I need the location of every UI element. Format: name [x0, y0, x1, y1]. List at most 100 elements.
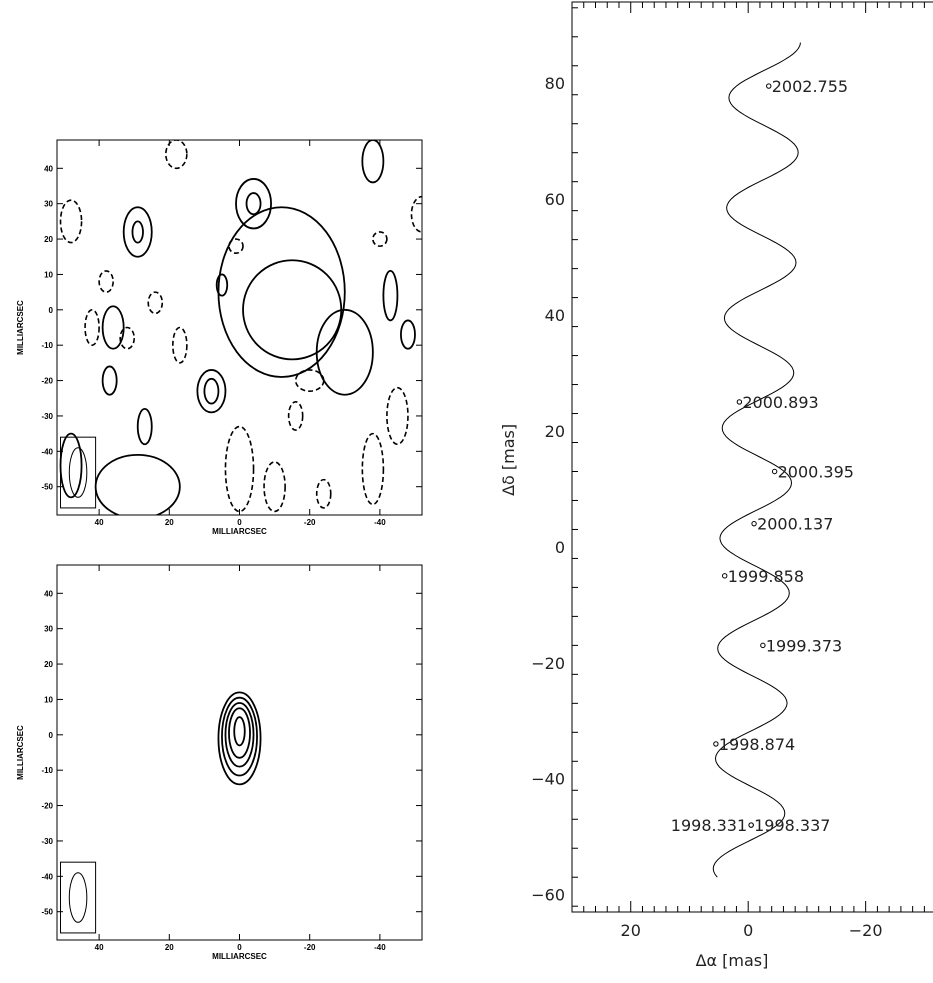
- x-axis-label: MILLIARCSEC: [212, 527, 267, 536]
- x-tick-label: 40: [95, 518, 104, 527]
- y-tick-label: 40: [545, 306, 565, 325]
- positive-contour: [382, 269, 399, 322]
- y-tick-label: 60: [545, 190, 565, 209]
- negative-contour: [165, 140, 188, 170]
- positive-contour: [136, 407, 153, 446]
- y-tick-label: 0: [555, 538, 565, 557]
- y-tick-label: −60: [531, 886, 565, 905]
- y-tick-label: 20: [545, 422, 565, 441]
- x-tick-label: 20: [621, 921, 641, 940]
- x-axis-label: Δα [mas]: [696, 951, 769, 970]
- epoch-label: 2002.755: [772, 77, 848, 96]
- y-tick-label: -10: [41, 766, 53, 775]
- negative-contour: [294, 369, 325, 392]
- positive-contour: [131, 220, 144, 244]
- x-axis-label: MILLIARCSEC: [212, 952, 267, 961]
- x-tick-label: 0: [237, 518, 242, 527]
- y-tick-label: -50: [41, 908, 53, 917]
- y-tick-label: -30: [41, 837, 53, 846]
- positive-contour: [233, 716, 246, 747]
- negative-contour: [84, 309, 100, 346]
- y-tick-label: −20: [531, 654, 565, 673]
- plot-frame: [571, 1, 933, 913]
- positive-contour: [217, 206, 346, 378]
- contour-map-noise-panel: 40 20 0 -20 -40 40 30 20 10 0 -10 -20 -30 -40 -50 MILLI…: [16, 139, 423, 536]
- epoch-label: 1998.874: [719, 735, 795, 754]
- positive-contour: [101, 365, 118, 396]
- positive-contour: [315, 308, 374, 396]
- positive-contour: [203, 377, 220, 405]
- epoch-point: [736, 399, 743, 405]
- x-tick-label: -40: [374, 518, 386, 527]
- beam-box: [60, 861, 97, 934]
- negative-contour: [315, 478, 332, 509]
- positive-contour: [400, 319, 416, 350]
- negative-contour: [386, 386, 409, 446]
- negative-contour: [98, 270, 114, 293]
- negative-contour: [287, 400, 304, 431]
- epoch-label: 1999.858: [728, 567, 804, 586]
- y-tick-label: 30: [44, 625, 53, 634]
- y-axis-label: MILLIARCSEC: [16, 725, 25, 780]
- epoch-label: 1998.337: [754, 816, 830, 835]
- epoch-label: 2000.137: [757, 515, 833, 534]
- motion-track: [712, 42, 801, 878]
- y-tick-label: -20: [41, 377, 53, 386]
- x-tick-label: −20: [849, 921, 883, 940]
- x-tick-label: 40: [95, 943, 104, 952]
- negative-contour: [372, 231, 388, 247]
- x-tick-label: -20: [304, 943, 316, 952]
- negative-contour: [224, 425, 255, 513]
- positive-contour: [224, 702, 255, 768]
- y-tick-label: 20: [44, 660, 53, 669]
- epoch-point: [748, 822, 754, 828]
- y-axis-label: MILLIARCSEC: [16, 300, 25, 355]
- y-tick-label: -40: [41, 447, 53, 456]
- negative-contour: [410, 195, 422, 233]
- positive-contour: [101, 305, 125, 350]
- y-tick-label: 0: [49, 731, 54, 740]
- y-tick-label: 0: [49, 306, 54, 315]
- negative-contour: [172, 326, 188, 364]
- epoch-point: [713, 741, 719, 747]
- positive-contour: [196, 369, 227, 414]
- epoch-point: [760, 642, 766, 649]
- positive-contour: [228, 707, 251, 759]
- positive-contour: [217, 691, 262, 786]
- contour-group: [59, 140, 422, 515]
- x-tick-label: -40: [374, 943, 386, 952]
- negative-contour: [59, 199, 83, 244]
- positive-contour: [361, 140, 385, 184]
- y-tick-label: -20: [41, 802, 53, 811]
- x-tick-label: 0: [743, 921, 753, 940]
- y-tick-label: 10: [44, 695, 53, 704]
- beam-ellipse: [68, 872, 88, 923]
- y-tick-label: 40: [44, 589, 53, 598]
- epoch-label: 2000.395: [778, 462, 854, 481]
- epoch-point: [751, 520, 757, 527]
- x-tick-label: 20: [165, 943, 174, 952]
- negative-contour: [119, 326, 136, 350]
- x-tick-label: -20: [304, 518, 316, 527]
- y-tick-label: -10: [41, 341, 53, 350]
- negative-contour: [147, 291, 164, 315]
- y-tick-label: −40: [531, 770, 565, 789]
- positive-contour: [94, 453, 181, 515]
- beam-ellipse: [68, 447, 88, 498]
- positive-contour: [215, 273, 229, 297]
- x-tick-label: 20: [165, 518, 174, 527]
- y-tick-label: 20: [44, 235, 53, 244]
- epoch-point: [721, 573, 728, 579]
- y-tick-label: -50: [41, 483, 53, 492]
- positive-contour: [235, 178, 272, 230]
- proper-motion-track-panel: 20 0 −20 80 60 40 20 0 −20 −40 −60 Δα [mas] Δδ [mas]…: [499, 1, 933, 970]
- epoch-label: 1999.373: [766, 636, 842, 655]
- y-tick-label: -30: [41, 412, 53, 421]
- y-tick-label: 30: [44, 200, 53, 209]
- negative-contour: [228, 238, 244, 255]
- contour-map-source-panel: 40 20 0 -20 -40 40 30 20 10 0 -10 -20 -30 -40 -50 MILLI…: [16, 564, 423, 961]
- epoch-point: [771, 468, 778, 475]
- y-tick-label: 80: [545, 74, 565, 93]
- y-tick-label: 40: [44, 164, 53, 173]
